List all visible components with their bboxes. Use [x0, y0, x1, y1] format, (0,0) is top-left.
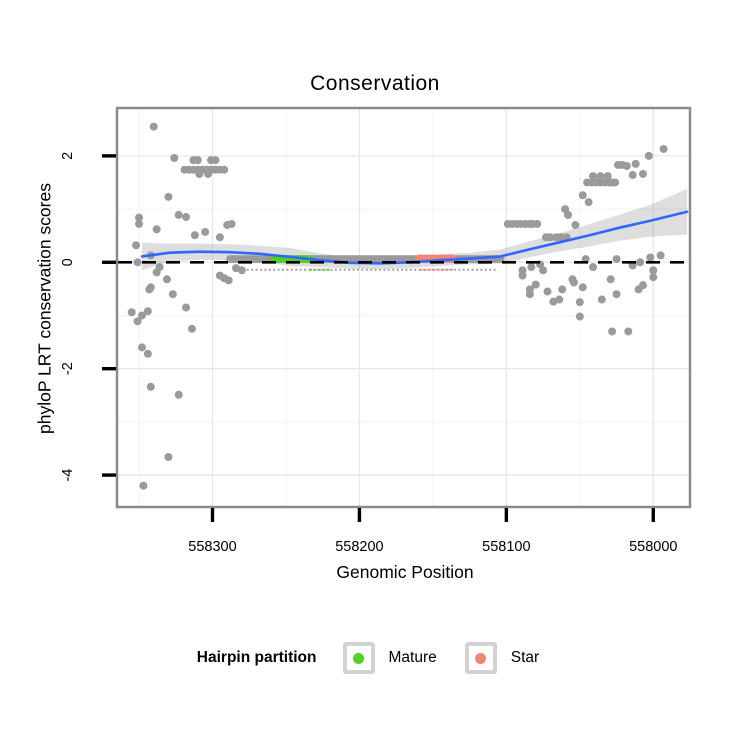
y-tick-labels: 2 0 -2 -4: [60, 152, 76, 482]
svg-text:558000: 558000: [629, 539, 677, 555]
mature-dot-icon: [353, 652, 364, 664]
svg-text:2: 2: [60, 152, 76, 160]
minor-gridlines: [117, 108, 690, 507]
legend-title: Hairpin partition: [196, 649, 317, 666]
svg-text:-2: -2: [60, 362, 76, 375]
scatter-points: [127, 122, 668, 490]
panel-border: [115, 106, 692, 509]
svg-text:-4: -4: [60, 469, 76, 482]
star-dot-row: [420, 268, 454, 271]
star-dot-icon: [475, 652, 487, 664]
svg-text:0: 0: [60, 258, 76, 266]
legend-key-star: [464, 642, 497, 674]
svg-text:558300: 558300: [188, 539, 236, 555]
mature-dot-row: [309, 268, 330, 271]
legend-label-star: Star: [510, 649, 540, 666]
x-axis-title: Genomic Position: [336, 562, 474, 582]
y-axis-title: phyloP LRT conservation scores: [34, 183, 55, 434]
major-gridlines: [117, 108, 690, 507]
x-tick-labels: 558300 558200 558100 558000: [188, 539, 677, 555]
legend-key-mature: [342, 642, 375, 674]
x-axis-ticks: [210, 508, 655, 522]
svg-text:558100: 558100: [482, 539, 530, 555]
chart-title: Conservation: [310, 72, 440, 95]
confidence-ribbon: [141, 188, 688, 271]
svg-text:558200: 558200: [335, 539, 383, 555]
legend-label-mature: Mature: [388, 649, 437, 666]
legend: Hairpin partition Mature Star: [0, 638, 750, 678]
y-axis-ticks: [102, 154, 116, 477]
